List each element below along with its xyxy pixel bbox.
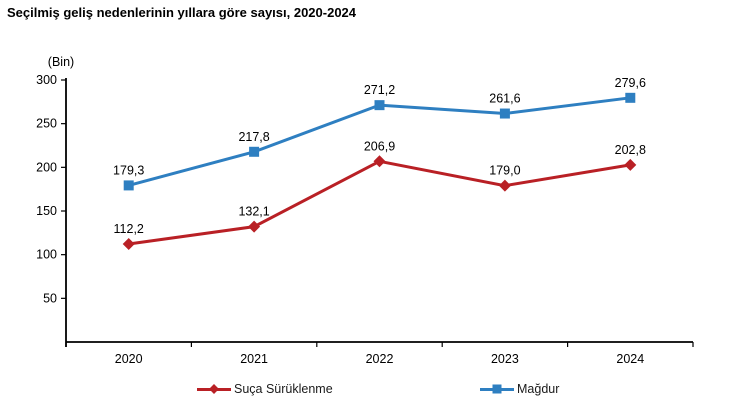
legend-label-magdur: Mağdur — [517, 382, 560, 396]
diamond-marker-icon — [248, 220, 261, 233]
x-tick-label: 2021 — [240, 352, 268, 366]
diamond-marker-icon — [624, 158, 637, 171]
y-tick-label: 50 — [43, 291, 57, 305]
square-marker-icon — [123, 180, 134, 191]
data-label: 279,6 — [615, 76, 646, 90]
y-tick-label: 200 — [36, 160, 57, 174]
data-label: 271,2 — [364, 83, 395, 97]
square-marker-icon — [249, 146, 260, 157]
y-tick-label: 250 — [36, 117, 57, 131]
square-marker-icon — [374, 100, 385, 111]
diamond-marker-icon — [209, 384, 219, 394]
x-tick-labels: 2020 2021 2022 2023 2024 — [115, 352, 644, 366]
legend-line-blue — [480, 384, 514, 394]
diamond-marker-icon — [373, 155, 386, 168]
x-tick-label: 2022 — [366, 352, 394, 366]
data-label: 179,3 — [113, 163, 144, 177]
series-1: 179,3 217,8 271,2 261,6 279,6 — [113, 76, 646, 191]
x-tick-label: 2024 — [616, 352, 644, 366]
legend-label-suca-suruklenme: Suça Sürüklenme — [234, 382, 333, 396]
x-tick-label: 2023 — [491, 352, 519, 366]
x-tick-label: 2020 — [115, 352, 143, 366]
data-label: 261,6 — [489, 92, 520, 106]
y-tick-label: 100 — [36, 248, 57, 262]
square-marker-icon — [499, 108, 510, 119]
square-marker-icon — [492, 384, 502, 394]
data-label: 206,9 — [364, 139, 395, 153]
chart-legend: Suça Sürüklenme Mağdur — [0, 380, 729, 400]
data-label: 112,2 — [114, 222, 144, 236]
legend-item-suca-suruklenme: Suça Sürüklenme — [197, 380, 333, 398]
legend-item-magdur: Mağdur — [480, 380, 559, 398]
axes — [65, 78, 693, 347]
diamond-marker-icon — [122, 238, 135, 251]
diamond-marker-icon — [498, 179, 511, 192]
series-line — [128, 159, 631, 246]
y-tick-label: 300 — [36, 73, 57, 87]
y-tick-labels: 50 100 150 200 250 300 — [36, 73, 57, 305]
tick-marks — [61, 79, 694, 347]
data-label: 202,8 — [615, 143, 646, 157]
y-tick-label: 150 — [36, 204, 57, 218]
legend-line-red — [197, 384, 231, 394]
square-marker-icon — [625, 92, 636, 103]
series-0: 112,2 132,1 206,9 179,0 202,8 — [114, 139, 646, 251]
chart-title: Seçilmiş geliş nedenlerinin yıllara göre… — [7, 5, 357, 20]
data-label: 217,8 — [238, 130, 269, 144]
y-axis-unit-label: (Bin) — [48, 55, 74, 69]
data-label: 132,1 — [238, 205, 269, 219]
data-label: 179,0 — [489, 164, 520, 178]
